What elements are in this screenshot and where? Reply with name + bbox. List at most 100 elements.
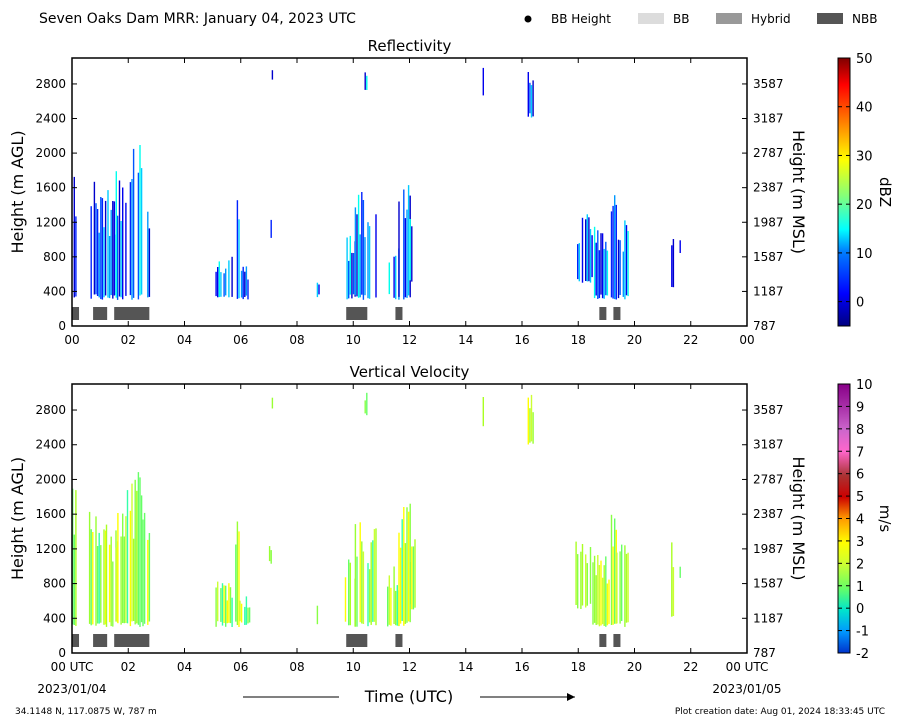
echo-streak (238, 531, 240, 627)
echo-streak (530, 85, 533, 118)
echo-cell (316, 605, 319, 625)
echo-streak (229, 587, 232, 624)
echo-streak (388, 575, 390, 625)
echo-streak (115, 171, 117, 298)
colorbar-tick-label: 2 (856, 557, 864, 572)
echo-cell (271, 70, 274, 80)
echo-streak (614, 518, 616, 624)
echo-streak (396, 585, 398, 626)
echo-streak (139, 477, 141, 627)
y-tick-label: 800 (43, 250, 66, 264)
echo-cell (90, 181, 107, 300)
echo-cell (316, 282, 320, 298)
echo-cell (240, 266, 249, 300)
y-tick-label: 2400 (35, 438, 66, 452)
echo-streak (103, 529, 105, 625)
echo-cell (592, 555, 610, 627)
x-tick-label: 22 (683, 333, 698, 347)
x-tick-label: 08 (289, 660, 304, 674)
echo-streak (412, 546, 415, 610)
echo-cell (270, 219, 272, 238)
echo-streak (122, 187, 124, 300)
echo-streak (95, 203, 97, 295)
echo-cell (387, 566, 400, 627)
echo-streak (387, 586, 389, 627)
y-tick-label-right: 787 (753, 646, 776, 660)
colorbar-tick-label: 8 (856, 423, 864, 438)
echo-streak (147, 539, 149, 625)
colorbar (837, 57, 851, 327)
echo-streak (578, 243, 580, 282)
echo-streak (316, 282, 319, 298)
echo-streak (588, 217, 590, 282)
y-tick-label: 1200 (35, 542, 66, 556)
x-tick-label: 10 (346, 333, 361, 347)
x-tick-label: 20 (627, 660, 642, 674)
y-axis-label-right: Height (m MSL) (789, 130, 808, 254)
echo-streak (529, 82, 531, 114)
echo-streak (242, 266, 244, 300)
echo-streak (527, 72, 529, 117)
echo-streak (575, 541, 577, 605)
x-tick-label: 14 (458, 333, 473, 347)
y-tick-label: 400 (43, 611, 66, 625)
echo-streak (134, 479, 136, 625)
echo-streak (142, 519, 144, 627)
y-tick-label-right: 1187 (753, 611, 784, 625)
echo-cell (577, 214, 593, 283)
echo-streak (139, 145, 141, 296)
start-date: 2023/01/04 (37, 682, 106, 696)
colorbar-tick-label: 9 (856, 400, 864, 415)
echo-streak (348, 260, 350, 299)
echo-streak (98, 532, 100, 624)
echo-streak (93, 181, 96, 295)
colorbar-tick-label: 40 (856, 101, 873, 116)
echo-streak (116, 215, 119, 300)
echo-streak (270, 550, 272, 564)
colorbar-label: dBZ (876, 177, 894, 207)
echo-cell (679, 240, 681, 253)
echo-streak (404, 218, 407, 298)
echo-streak (362, 200, 365, 300)
echo-cell (409, 219, 413, 282)
echo-streak (103, 227, 105, 298)
echo-streak (595, 575, 597, 625)
legend-label: NBB (852, 12, 877, 26)
echo-streak (247, 607, 249, 624)
echo-cell (271, 397, 274, 409)
echo-streak (482, 67, 484, 96)
echo-streak (225, 585, 227, 627)
echo-streak (390, 587, 392, 626)
echo-streak (244, 606, 246, 625)
echo-cell (388, 248, 400, 300)
echo-streak (137, 472, 140, 625)
echo-streak (393, 566, 395, 624)
echo-cell (268, 546, 272, 564)
echo-streak (122, 513, 124, 623)
echo-streak (247, 279, 249, 300)
y-tick-label-right: 1987 (753, 215, 784, 229)
echo-streak (136, 490, 138, 624)
y-tick-label-right: 1587 (753, 577, 784, 591)
echo-cell (671, 239, 675, 288)
echo-streak (600, 560, 602, 626)
echo-streak (624, 545, 626, 627)
bb-type-bar (93, 307, 108, 320)
bb-type-bar (599, 634, 607, 647)
echo-streak (627, 231, 629, 297)
colorbar-tick-label: 4 (856, 513, 864, 528)
echo-cell (129, 472, 143, 627)
colorbar-tick-label: 5 (856, 490, 864, 505)
echo-streak (316, 605, 319, 625)
echo-streak (414, 539, 416, 608)
echo-streak (218, 261, 220, 298)
echo-streak (132, 148, 135, 298)
echo-streak (361, 192, 363, 295)
bb-type-bar (114, 634, 150, 647)
echo-streak (395, 590, 397, 626)
y-tick-label: 2400 (35, 112, 66, 126)
echo-streak (409, 562, 411, 605)
y-tick-label: 2000 (35, 146, 66, 160)
x-tick-label: 16 (514, 660, 529, 674)
